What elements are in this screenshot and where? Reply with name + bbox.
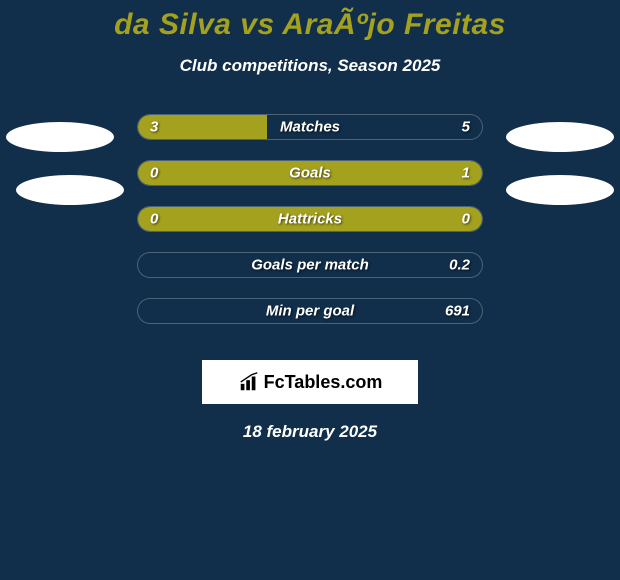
stat-value-left: 0 xyxy=(150,211,158,228)
stat-bar: 691 Min per goal xyxy=(137,298,483,324)
stat-label: Goals per match xyxy=(251,257,369,274)
stat-row: 0 0 Hattricks xyxy=(0,206,620,252)
stat-row: 3 5 Matches xyxy=(0,114,620,160)
stat-row: 0.2 Goals per match xyxy=(0,252,620,298)
stat-row: 0 1 Goals xyxy=(0,160,620,206)
stat-bar: 0 0 Hattricks xyxy=(137,206,483,232)
stats-list: 3 5 Matches 0 1 Goals 0 0 Hattricks 0.2 Goals per … xyxy=(0,114,620,344)
logo-box: FcTables.com xyxy=(202,360,418,404)
stat-value-right: 691 xyxy=(445,303,470,320)
stat-label: Matches xyxy=(280,119,340,136)
page-subtitle: Club competitions, Season 2025 xyxy=(0,56,620,76)
stat-value-left: 3 xyxy=(150,119,158,136)
page-title: da Silva vs AraÃºjo Freitas xyxy=(0,8,620,42)
logo-content: FcTables.com xyxy=(238,371,383,393)
stat-row: 691 Min per goal xyxy=(0,298,620,344)
stat-value-right: 0.2 xyxy=(449,257,470,274)
stat-label: Min per goal xyxy=(266,303,354,320)
stat-bar: 3 5 Matches xyxy=(137,114,483,140)
stat-label: Goals xyxy=(289,165,331,182)
stat-bar: 0.2 Goals per match xyxy=(137,252,483,278)
stat-label: Hattricks xyxy=(278,211,342,228)
stat-bar: 0 1 Goals xyxy=(137,160,483,186)
stat-value-right: 0 xyxy=(462,211,470,228)
stat-value-right: 5 xyxy=(462,119,470,136)
chart-icon xyxy=(238,371,260,393)
date-text: 18 february 2025 xyxy=(0,422,620,442)
comparison-container: da Silva vs AraÃºjo Freitas Club competi… xyxy=(0,0,620,442)
stat-value-left: 0 xyxy=(150,165,158,182)
stat-value-right: 1 xyxy=(462,165,470,182)
logo-text: FcTables.com xyxy=(264,372,383,393)
